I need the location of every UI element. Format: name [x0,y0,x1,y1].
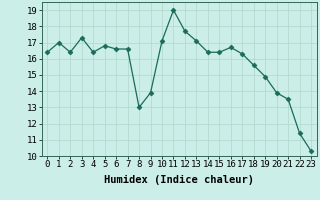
X-axis label: Humidex (Indice chaleur): Humidex (Indice chaleur) [104,175,254,185]
